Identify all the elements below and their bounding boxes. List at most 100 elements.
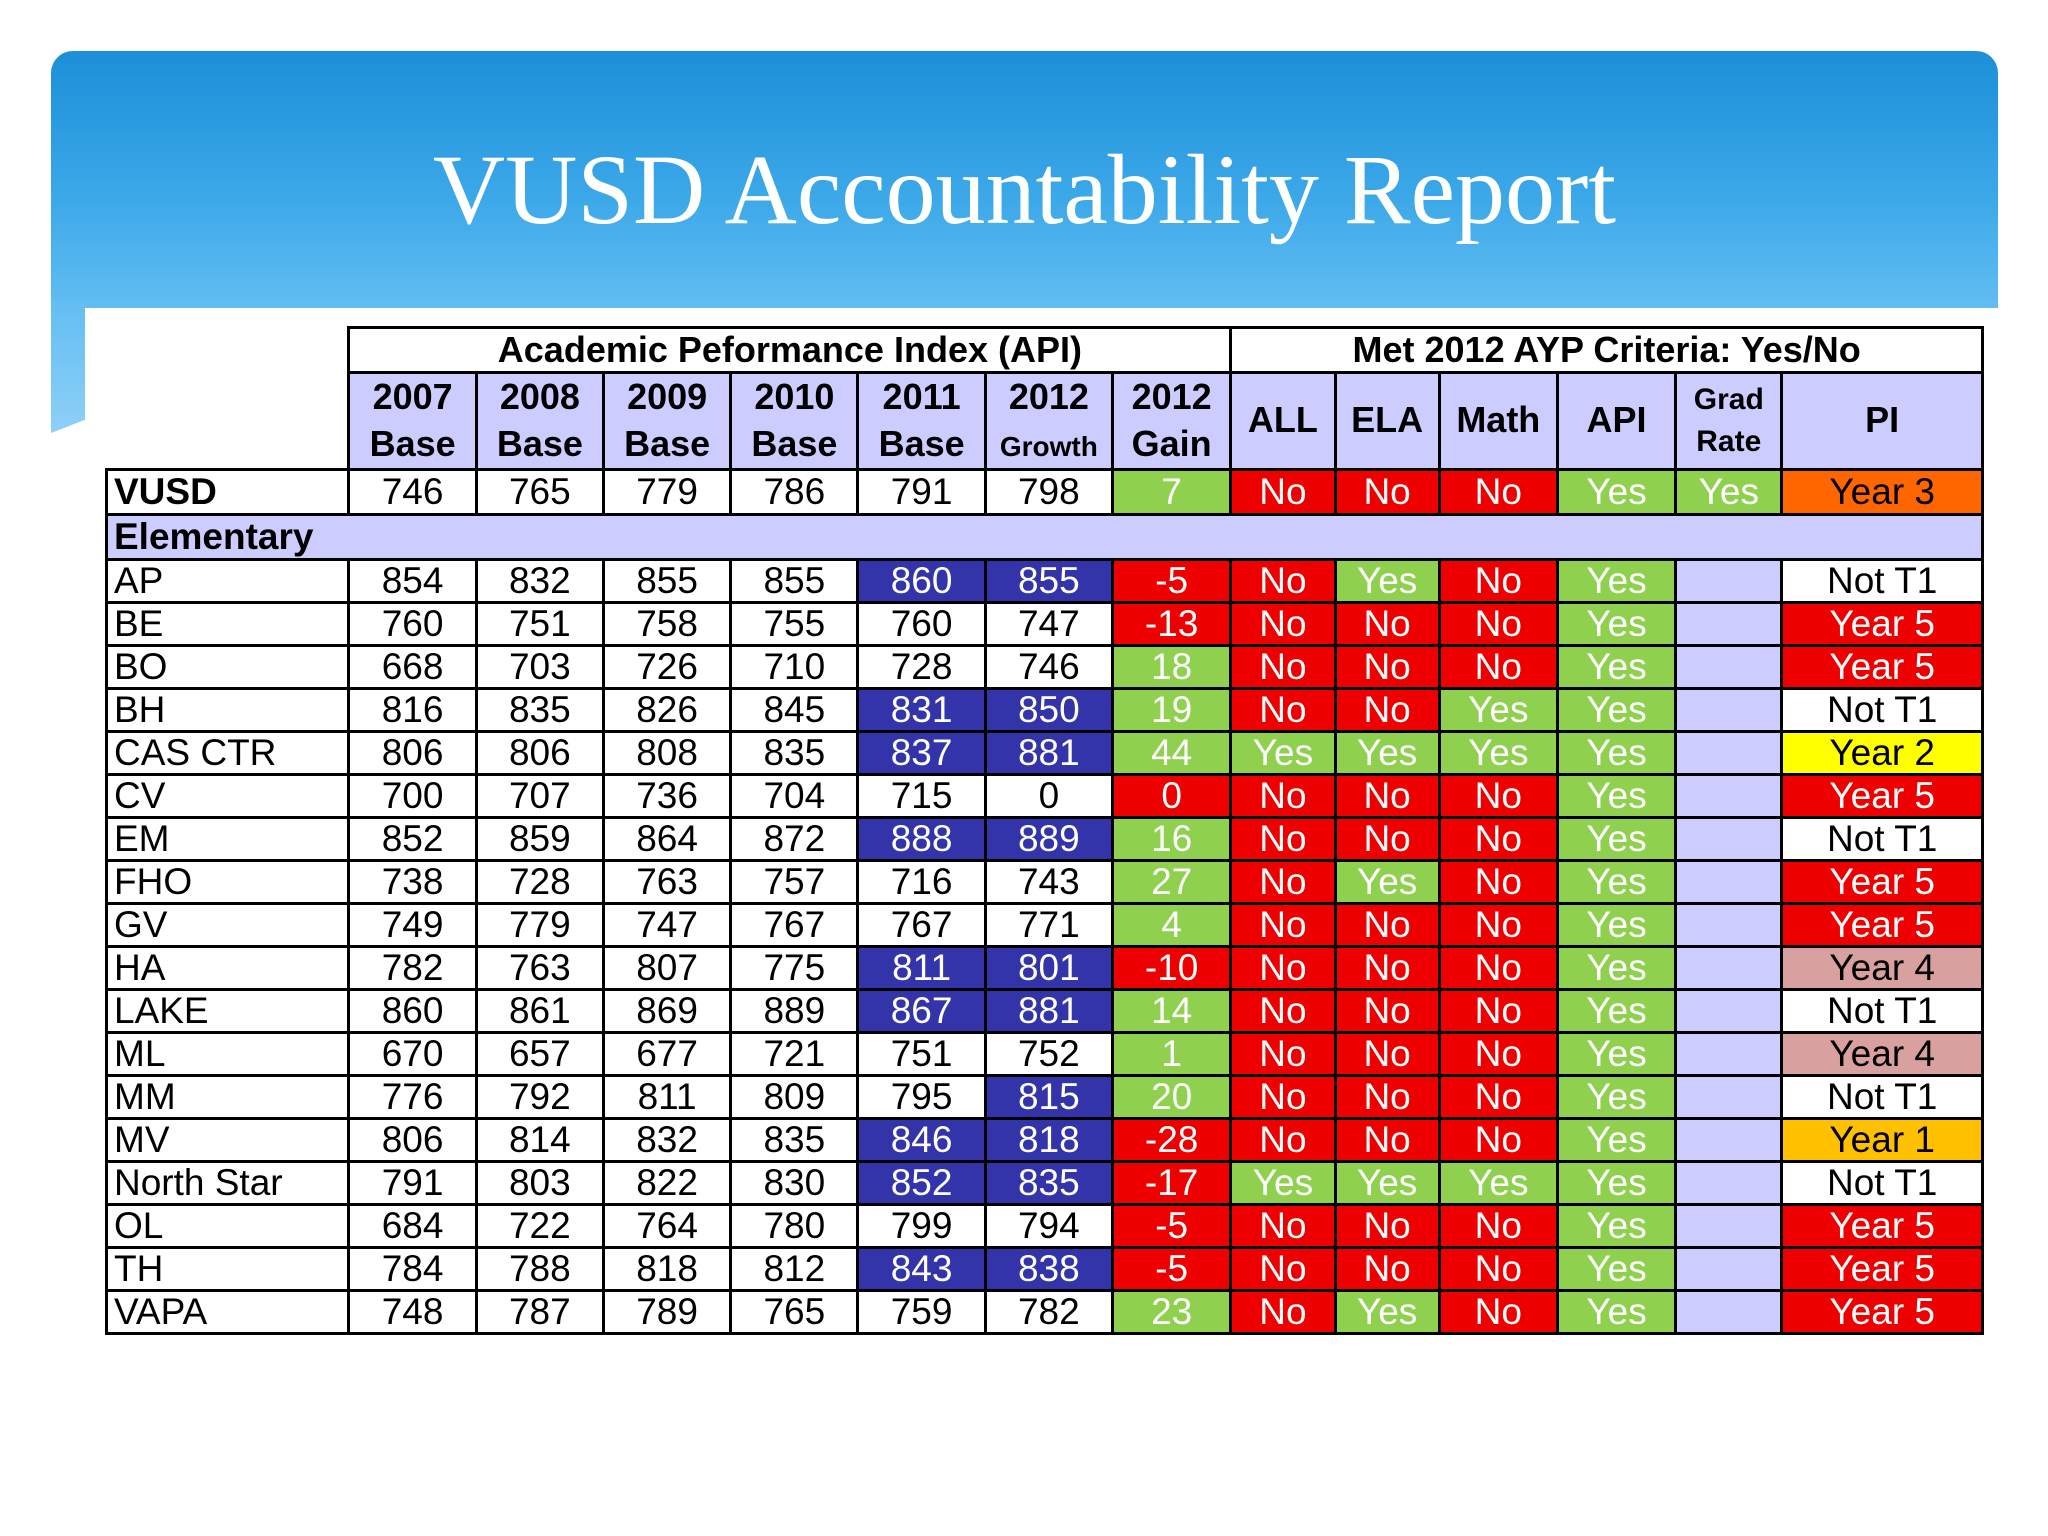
grad-rate-cell [1674,1245,1784,1292]
api-2011-cell: 831 [856,686,987,733]
school-name: VAPA [104,1288,351,1335]
pi-cell: Year 5 [1780,1288,1984,1335]
api-2010-cell: 835 [729,1116,860,1163]
school-name: HA [104,944,351,991]
math-cell: No [1437,1245,1559,1292]
section-label-elementary: Elementary [105,512,1984,561]
api-2007-cell: 784 [347,1245,478,1292]
ela-cell: No [1333,772,1441,819]
ela-cell: Yes [1333,729,1441,776]
api-2012-cell: 881 [983,987,1114,1034]
col-header-year: 2010 [754,376,835,417]
api-2011-cell: 795 [856,1073,987,1120]
gain-cell: -5 [1110,1245,1233,1292]
api-2011-cell: 837 [856,729,987,776]
district-row: VUSD 746 765 779 786 791 798 7 No No No … [104,467,1984,516]
grad-rate-cell [1674,772,1784,819]
col-header-year: 2012 [1131,376,1212,417]
district-pi: Year 3 [1780,467,1984,516]
table-row: BH 816 835 826 845 831 850 19 No No Yes Yes Not T1 [104,686,1984,733]
math-cell: No [1437,643,1559,690]
math-cell: No [1437,1288,1559,1335]
api-2008-cell: 832 [474,557,605,604]
math-cell: No [1437,1202,1559,1249]
all-cell: No [1229,1073,1337,1120]
api-2011-cell: 751 [856,1030,987,1077]
api-2010-cell: 710 [729,643,860,690]
api-2008-cell: 859 [474,815,605,862]
api-2012-cell: 782 [983,1288,1114,1335]
api-2011-cell: 767 [856,901,987,948]
gain-cell: 20 [1110,1073,1233,1120]
api-2010-cell: 775 [729,944,860,991]
api-2009-cell: 811 [601,1073,733,1120]
api-2012-cell: 801 [983,944,1114,991]
grad-rate-cell [1674,686,1784,733]
api-2011-cell: 760 [856,600,987,647]
api-2008-cell: 751 [474,600,605,647]
pi-cell: Not T1 [1780,1073,1984,1120]
api-2008-cell: 814 [474,1116,605,1163]
pi-cell: Year 5 [1780,858,1984,905]
gain-cell: 18 [1110,643,1233,690]
grad-rate-cell [1674,600,1784,647]
district-api-2012: 798 [983,467,1114,516]
col-header-kind: Base [751,422,838,464]
school-name: CAS CTR [104,729,351,776]
all-cell: No [1229,944,1337,991]
api-2010-cell: 855 [729,557,860,604]
api-2011-cell: 843 [856,1245,987,1292]
pi-cell: Year 5 [1780,1202,1984,1249]
api-2009-cell: 736 [601,772,733,819]
col-header-grad-rate: Grad Rate [1674,371,1784,471]
api-2010-cell: 704 [729,772,860,819]
api-2011-cell: 799 [856,1202,987,1249]
api-2008-cell: 763 [474,944,605,991]
api-2010-cell: 872 [729,815,860,862]
api-2010-cell: 780 [729,1202,860,1249]
api-2007-cell: 776 [347,1073,478,1120]
math-cell: No [1437,772,1559,819]
api-2012-cell: 794 [983,1202,1114,1249]
api-2007-cell: 748 [347,1288,478,1335]
api-2008-cell: 787 [474,1288,605,1335]
col-header-2011: 2011 Base [856,371,987,471]
api-2012-cell: 815 [983,1073,1114,1120]
math-cell: No [1437,1073,1559,1120]
api-met-cell: Yes [1555,686,1678,733]
grad-rate-cell [1674,815,1784,862]
corner-blank-2 [107,373,349,470]
district-api-2010: 786 [729,467,860,516]
api-2012-cell: 747 [983,600,1114,647]
col-header-rate: Rate [1696,424,1762,458]
api-2007-cell: 860 [347,987,478,1034]
api-2011-cell: 759 [856,1288,987,1335]
gain-cell: 14 [1110,987,1233,1034]
api-2010-cell: 812 [729,1245,860,1292]
district-all: No [1229,467,1337,516]
api-2010-cell: 830 [729,1159,860,1206]
all-cell: No [1229,858,1337,905]
api-2008-cell: 792 [474,1073,605,1120]
grad-rate-cell [1674,1202,1784,1249]
table-row: TH 784 788 818 812 843 838 -5 No No No Yes Year 5 [104,1245,1984,1292]
col-header-kind: Base [496,422,583,464]
pi-cell: Not T1 [1780,1159,1984,1206]
api-2008-cell: 806 [474,729,605,776]
api-2009-cell: 864 [601,815,733,862]
math-cell: No [1437,1030,1559,1077]
api-met-cell: Yes [1555,1030,1678,1077]
all-cell: No [1229,1288,1337,1335]
api-2011-cell: 728 [856,643,987,690]
table-row: GV 749 779 747 767 767 771 4 No No No Yes Year 5 [104,901,1984,948]
api-met-cell: Yes [1555,1159,1678,1206]
grad-rate-cell [1674,987,1784,1034]
slide-title: VUSD Accountability Report [432,134,1617,245]
all-cell: No [1229,987,1337,1034]
pi-cell: Not T1 [1780,815,1984,862]
api-2012-cell: 881 [983,729,1114,776]
api-met-cell: Yes [1555,1202,1678,1249]
api-2011-cell: 860 [856,557,987,604]
table-row: North Star 791 803 822 830 852 835 -17 Yes Yes Yes… [104,1159,1984,1206]
api-met-cell: Yes [1555,944,1678,991]
